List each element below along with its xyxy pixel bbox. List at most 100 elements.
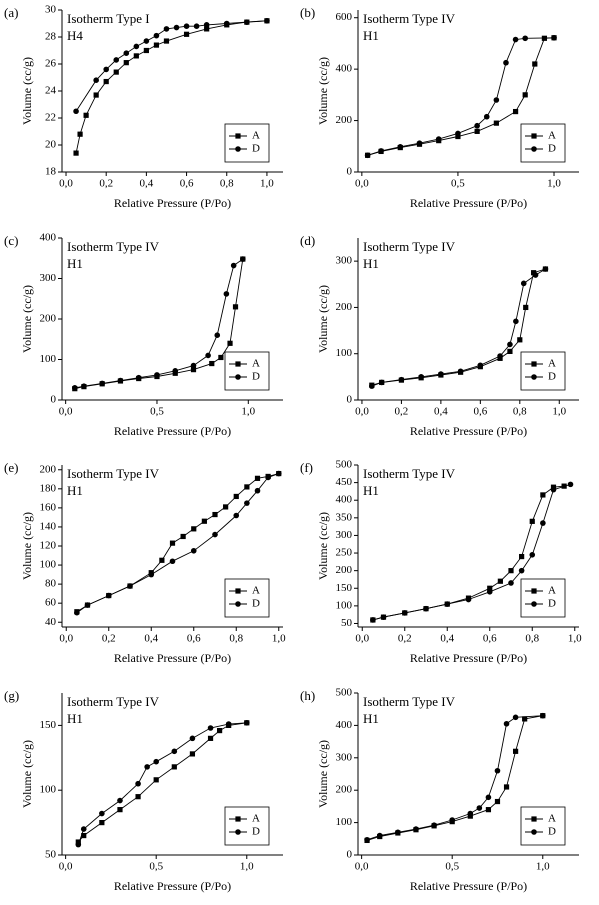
y-axis-title: Volume (cc/g) bbox=[20, 57, 34, 125]
marker-square bbox=[73, 150, 79, 156]
x-tick-label: 1,0 bbox=[241, 406, 255, 418]
x-tick-label: 0,0 bbox=[59, 861, 73, 873]
x-tick-label: 1,0 bbox=[240, 861, 254, 873]
y-tick-label: 28 bbox=[45, 31, 57, 43]
marker-circle bbox=[244, 19, 250, 25]
legend-label: A bbox=[252, 585, 260, 597]
annotation: H1 bbox=[363, 256, 379, 271]
marker-square bbox=[99, 820, 105, 826]
marker-square bbox=[531, 361, 537, 367]
y-tick-label: 22 bbox=[45, 112, 56, 124]
marker-circle bbox=[550, 486, 557, 493]
x-tick-label: 0,2 bbox=[99, 178, 113, 190]
y-tick-label: 400 bbox=[336, 494, 353, 506]
x-tick-label: 0,5 bbox=[150, 406, 164, 418]
marker-circle bbox=[455, 130, 461, 137]
marker-circle bbox=[418, 374, 424, 380]
marker-square bbox=[503, 784, 510, 790]
marker-square bbox=[522, 716, 528, 722]
marker-circle bbox=[431, 822, 437, 828]
x-tick-label: 1,0 bbox=[552, 406, 566, 418]
marker-square bbox=[209, 360, 215, 367]
marker-circle bbox=[508, 580, 514, 586]
marker-circle bbox=[244, 500, 250, 506]
marker-circle bbox=[81, 383, 87, 390]
y-tick-label: 300 bbox=[336, 529, 353, 541]
legend-box bbox=[520, 351, 566, 391]
panel-label: (c) bbox=[4, 233, 18, 248]
marker-square bbox=[207, 735, 214, 741]
x-axis-title: Relative Pressure (P/Po) bbox=[114, 651, 231, 665]
marker-circle bbox=[457, 368, 464, 375]
x-axis-title: Relative Pressure (P/Po) bbox=[410, 651, 527, 665]
x-tick-label: 0,0 bbox=[355, 861, 369, 873]
y-tick-label: 200 bbox=[40, 463, 57, 475]
marker-circle bbox=[75, 841, 82, 848]
annotation: Isotherm Type IV bbox=[67, 694, 160, 709]
marker-circle bbox=[173, 24, 180, 31]
marker-circle bbox=[135, 780, 141, 787]
legend-label: D bbox=[548, 598, 556, 610]
marker-circle bbox=[512, 714, 519, 721]
y-tick-label: 200 bbox=[336, 564, 353, 576]
x-tick-label: 0,0 bbox=[355, 633, 369, 645]
marker-circle bbox=[520, 280, 527, 287]
annotation: Isotherm Type IV bbox=[363, 11, 456, 26]
y-tick-label: 300 bbox=[40, 272, 57, 284]
marker-circle bbox=[127, 583, 133, 589]
marker-circle bbox=[532, 272, 539, 278]
marker-square bbox=[113, 69, 119, 75]
annotation: H1 bbox=[67, 711, 83, 726]
y-tick-label: 18 bbox=[45, 166, 57, 178]
y-tick-label: 100 bbox=[336, 599, 353, 611]
panel-label: (g) bbox=[4, 688, 19, 703]
x-axis-title: Relative Pressure (P/Po) bbox=[410, 196, 527, 210]
x-tick-label: 0,4 bbox=[440, 633, 454, 645]
x-axis-title: Relative Pressure (P/Po) bbox=[410, 879, 527, 893]
y-tick-label: 160 bbox=[40, 501, 57, 513]
marker-circle bbox=[493, 97, 500, 103]
marker-circle bbox=[183, 23, 190, 30]
marker-circle bbox=[474, 122, 480, 129]
annotation: H1 bbox=[67, 256, 83, 271]
x-tick-label: 0,0 bbox=[355, 406, 369, 418]
legend-box bbox=[224, 123, 270, 163]
marker-square bbox=[153, 777, 159, 783]
marker-circle bbox=[154, 372, 160, 378]
marker-circle bbox=[193, 23, 200, 30]
marker-circle bbox=[423, 605, 429, 612]
panel: (c) 0 100 200 300 400 0,0 0,5 1,0 Relative Pressu… bbox=[4, 232, 283, 438]
marker-circle bbox=[84, 602, 91, 608]
y-tick-label: 100 bbox=[336, 816, 353, 828]
y-axis-title: Volume (cc/g) bbox=[20, 740, 34, 808]
y-tick-label: 600 bbox=[336, 11, 353, 23]
marker-circle bbox=[370, 617, 376, 623]
marker-circle bbox=[376, 832, 383, 839]
annotation: Isotherm Type I bbox=[67, 11, 150, 26]
marker-circle bbox=[486, 588, 493, 595]
marker-square bbox=[169, 540, 176, 546]
y-tick-label: 0 bbox=[347, 849, 353, 861]
marker-circle bbox=[153, 32, 160, 39]
marker-square bbox=[180, 533, 186, 540]
y-tick-label: 150 bbox=[336, 582, 353, 594]
marker-square bbox=[254, 475, 261, 481]
marker-circle bbox=[172, 368, 179, 374]
marker-circle bbox=[103, 66, 109, 73]
series-line bbox=[75, 20, 267, 154]
marker-circle bbox=[378, 379, 385, 386]
x-tick-label: 0,0 bbox=[59, 633, 73, 645]
legend: AD bbox=[224, 123, 270, 163]
marker-circle bbox=[190, 362, 197, 369]
marker-circle bbox=[512, 36, 519, 43]
marker-circle bbox=[522, 35, 528, 42]
marker-circle bbox=[513, 318, 519, 325]
x-tick-label: 0,6 bbox=[483, 633, 497, 645]
marker-circle bbox=[265, 474, 271, 481]
legend-label: D bbox=[548, 826, 556, 838]
legend: AD bbox=[520, 123, 566, 163]
legend: AD bbox=[520, 806, 566, 846]
marker-circle bbox=[483, 113, 490, 120]
y-tick-label: 30 bbox=[45, 4, 57, 16]
